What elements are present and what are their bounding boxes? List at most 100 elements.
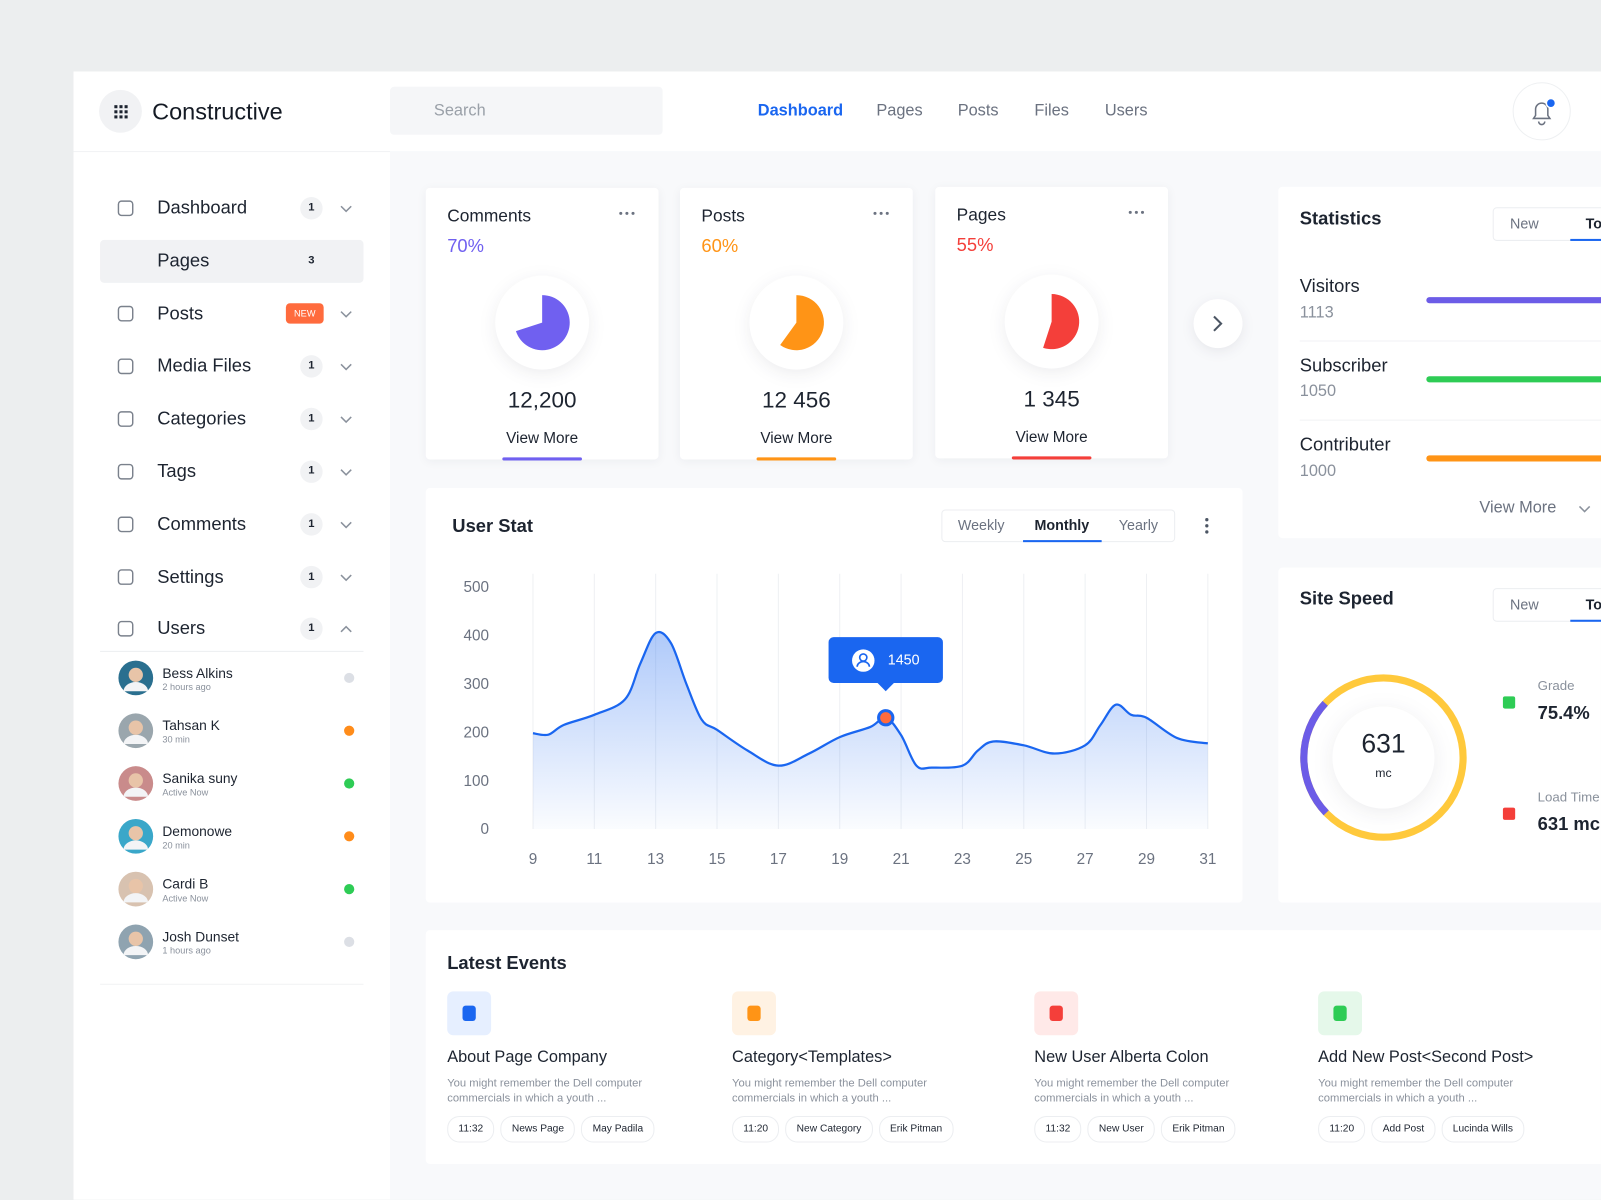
sidebar-label[interactable]: Comments — [157, 513, 247, 534]
panel-tab[interactable]: To — [1585, 215, 1601, 232]
event-title[interactable]: Add New Post<Second Post> — [1318, 1048, 1534, 1066]
sidebar-label[interactable]: Posts — [157, 302, 204, 324]
stat-label: Contributer — [1299, 434, 1391, 455]
card-link[interactable]: View More — [506, 429, 579, 447]
chevron — [340, 363, 352, 371]
nav-link[interactable]: Dashboard — [757, 101, 844, 120]
card-value: 12 456 — [762, 386, 831, 413]
more-dot — [1140, 210, 1145, 214]
chevron — [1578, 505, 1591, 513]
stat-bar — [1426, 376, 1601, 383]
sidebar-label[interactable]: Users — [157, 617, 206, 639]
nav-link[interactable]: Posts — [957, 101, 999, 120]
card-percent: 70% — [447, 236, 484, 257]
stat-label: Subscriber — [1299, 355, 1388, 376]
user-status: 2 hours ago — [162, 681, 211, 692]
event-tags: 11:32 New User Erik Pitman — [1034, 1115, 1236, 1143]
y-tick-label: 200 — [464, 724, 490, 741]
metric-label: Grade — [1537, 677, 1575, 694]
sidebar-label[interactable]: Categories — [157, 408, 247, 429]
gauge-unit: mc — [1375, 766, 1391, 780]
event-icon — [462, 1005, 476, 1021]
event-title[interactable]: Category<Templates> — [732, 1048, 892, 1066]
menu-dot — [124, 105, 128, 109]
card-underline — [1011, 456, 1092, 460]
user-status-dot — [344, 936, 355, 947]
badge-bg — [300, 617, 323, 640]
card-title: Pages — [956, 205, 1006, 225]
stat-label: Visitors — [1299, 276, 1360, 297]
user-name[interactable]: Josh Dunset — [162, 929, 239, 945]
nav-link[interactable]: Pages — [876, 101, 923, 120]
x-tick-label: 31 — [1199, 851, 1216, 868]
sidebar-label[interactable]: Settings — [157, 566, 224, 587]
more-dot — [1205, 524, 1209, 528]
user-name[interactable]: Bess Alkins — [162, 665, 233, 681]
user-status-dot — [344, 883, 355, 895]
avatar-body — [123, 734, 149, 745]
event-title[interactable]: About Page Company — [447, 1048, 608, 1066]
sidebar-badge: NEW — [294, 308, 316, 319]
chart-tab[interactable]: Yearly — [1118, 516, 1159, 534]
menu-dot — [119, 105, 123, 109]
sidebar-label[interactable]: Tags — [157, 460, 197, 482]
panel-tab[interactable]: New — [1510, 215, 1539, 232]
card-graphics — [495, 210, 1243, 461]
event-desc: You might remember the Dell computer com… — [732, 1077, 928, 1105]
more-dot — [1128, 210, 1132, 214]
avatar-body — [123, 945, 149, 956]
avatar-head — [128, 826, 143, 841]
avatar-body — [123, 787, 149, 797]
chart-tab[interactable]: Monthly — [1034, 516, 1090, 534]
sidebar-icon — [117, 620, 134, 637]
user-name[interactable]: Cardi B — [162, 876, 209, 892]
sidebar-badge: 1 — [308, 359, 315, 372]
stat-bar — [1426, 455, 1601, 462]
event-title[interactable]: New User Alberta Colon — [1034, 1048, 1209, 1066]
sidebar-label[interactable]: Dashboard — [157, 197, 248, 218]
user-name[interactable]: Sanika suny — [162, 770, 238, 787]
highlight-point — [877, 709, 895, 727]
user-status: Active Now — [162, 787, 209, 798]
sidebar-label[interactable]: Pages — [157, 250, 210, 271]
chevron — [340, 469, 352, 476]
sidebar-icon — [117, 516, 134, 533]
chevron — [340, 311, 352, 318]
chart-title: User Stat — [452, 516, 533, 537]
panel-link[interactable]: View More — [1479, 499, 1557, 517]
event-tags: 11:20 Add Post Lucinda Wills — [1318, 1115, 1525, 1143]
tooltip — [828, 637, 943, 692]
card-link[interactable]: View More — [760, 429, 833, 447]
sidebar-icon — [117, 200, 134, 217]
avatar-head — [128, 931, 143, 946]
panel-tab[interactable]: To — [1585, 596, 1601, 613]
event-tag: Erik Pitman — [878, 1115, 954, 1143]
sidebar-label[interactable]: Media Files — [157, 355, 252, 376]
event-desc: You might remember the Dell computer com… — [1318, 1077, 1514, 1105]
user-status: 1 hours ago — [162, 945, 211, 956]
gauge-value: 631 — [1361, 728, 1405, 758]
y-tick-label: 300 — [464, 676, 490, 693]
bell-icon — [1532, 102, 1552, 126]
search-box[interactable] — [390, 86, 663, 135]
event-icon — [747, 1005, 761, 1021]
card-link[interactable]: View More — [1015, 428, 1088, 446]
nav-link[interactable]: Users — [1104, 101, 1148, 120]
y-tick-label: 500 — [464, 579, 490, 596]
sidebar-icon — [117, 411, 134, 427]
metric-value: 75.4% — [1537, 702, 1590, 724]
card-title: Posts — [701, 206, 745, 226]
x-tick-label: 23 — [954, 851, 971, 868]
nav-link[interactable]: Files — [1034, 101, 1069, 120]
next-arrow — [1213, 315, 1223, 332]
user-name[interactable]: Tahsan K — [162, 718, 220, 734]
metric-value: 631 mc — [1537, 814, 1600, 835]
user-name[interactable]: Demonowe — [162, 823, 233, 839]
avatar-head — [128, 878, 143, 894]
event-icon — [1333, 1005, 1347, 1021]
avatar-body — [123, 893, 149, 903]
panel-tab[interactable]: New — [1510, 596, 1539, 613]
brand: Constructive — [152, 97, 283, 125]
site-speed-panel — [1278, 567, 1601, 903]
chart-tab[interactable]: Weekly — [957, 516, 1005, 534]
